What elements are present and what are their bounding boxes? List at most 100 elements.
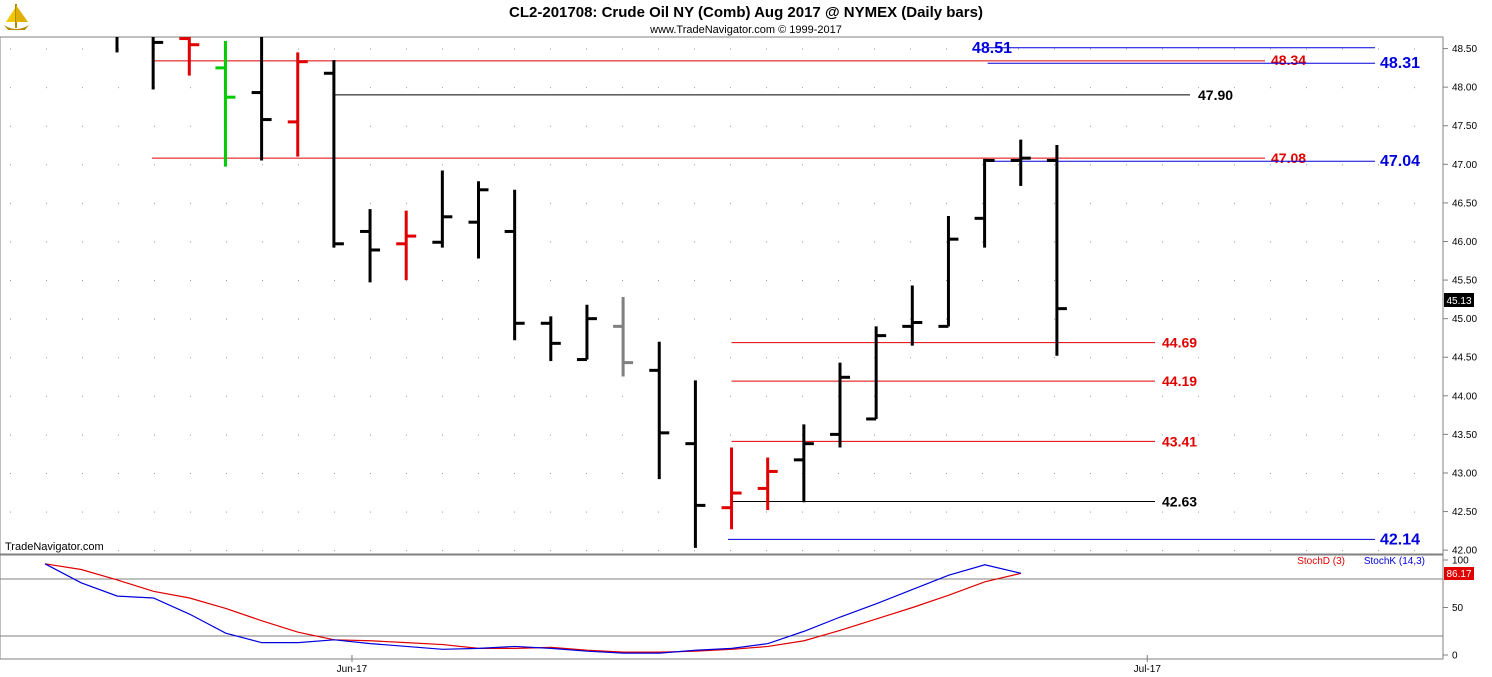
grid-dot	[190, 395, 191, 397]
grid-dot	[10, 472, 11, 474]
grid-dot	[694, 357, 695, 359]
grid-dot	[442, 550, 443, 552]
grid-dot	[1090, 87, 1091, 89]
grid-dot	[478, 357, 479, 359]
grid-dot	[1378, 202, 1379, 204]
y-tick-label: 45.00	[1452, 314, 1477, 325]
sailing-ship-icon	[2, 2, 30, 34]
grid-dot	[154, 472, 155, 474]
grid-dot	[586, 472, 587, 474]
grid-dot	[46, 202, 47, 204]
grid-dot	[874, 434, 875, 436]
grid-dot	[1054, 48, 1055, 50]
grid-dot	[802, 395, 803, 397]
grid-dot	[1234, 550, 1235, 552]
grid-dot	[1162, 87, 1163, 89]
grid-dot	[1342, 318, 1343, 320]
grid-dot	[190, 511, 191, 513]
grid-dot	[730, 241, 731, 243]
grid-dot	[550, 241, 551, 243]
grid-dot	[10, 87, 11, 89]
grid-dot	[802, 550, 803, 552]
stoch-tick-label: 0	[1452, 651, 1458, 662]
grid-dot	[802, 511, 803, 513]
grid-dot	[586, 125, 587, 127]
grid-dot	[1054, 125, 1055, 127]
y-tick-label: 46.50	[1452, 198, 1477, 209]
grid-dot	[82, 164, 83, 166]
grid-dot	[1162, 395, 1163, 397]
grid-dot	[1198, 241, 1199, 243]
grid-dot	[694, 87, 695, 89]
last-price-label: 45.13	[1446, 296, 1471, 307]
grid-dot	[406, 125, 407, 127]
y-tick-label: 47.00	[1452, 160, 1477, 171]
grid-dot	[1090, 434, 1091, 436]
grid-dot	[46, 550, 47, 552]
x-tick-label: Jul-17	[1134, 664, 1162, 675]
grid-dot	[838, 125, 839, 127]
watermark: TradeNavigator.com	[5, 541, 104, 553]
grid-dot	[1270, 125, 1271, 127]
grid-dot	[838, 550, 839, 552]
grid-dot	[370, 472, 371, 474]
grid-dot	[982, 164, 983, 166]
grid-dot	[334, 550, 335, 552]
grid-dot	[370, 48, 371, 50]
legend-stochk: StochK (14,3)	[1364, 556, 1425, 567]
y-tick-label: 42.00	[1452, 546, 1477, 557]
grid-dot	[46, 48, 47, 50]
grid-dot	[334, 357, 335, 359]
level-label: 47.90	[1198, 87, 1233, 103]
grid-dot	[1126, 357, 1127, 359]
grid-dot	[1234, 125, 1235, 127]
grid-dot	[334, 472, 335, 474]
grid-dot	[1378, 472, 1379, 474]
grid-dot	[586, 48, 587, 50]
grid-dot	[262, 280, 263, 282]
y-tick-label: 48.50	[1452, 44, 1477, 55]
grid-dot	[1162, 48, 1163, 50]
grid-dot	[1342, 434, 1343, 436]
grid-dot	[658, 318, 659, 320]
grid-dot	[10, 125, 11, 127]
grid-dot	[1198, 164, 1199, 166]
grid-dot	[874, 164, 875, 166]
grid-dot	[874, 357, 875, 359]
grid-dot	[946, 241, 947, 243]
grid-dot	[802, 125, 803, 127]
grid-dot	[478, 472, 479, 474]
grid-dot	[1234, 357, 1235, 359]
grid-dot	[838, 511, 839, 513]
grid-dot	[1414, 550, 1415, 552]
grid-dot	[838, 48, 839, 50]
grid-dot	[982, 318, 983, 320]
grid-dot	[1126, 280, 1127, 282]
grid-dot	[1270, 357, 1271, 359]
grid-dot	[658, 511, 659, 513]
grid-dot	[442, 395, 443, 397]
grid-dot	[1234, 395, 1235, 397]
grid-dot	[298, 241, 299, 243]
grid-dot	[1018, 472, 1019, 474]
grid-dot	[262, 472, 263, 474]
grid-dot	[478, 125, 479, 127]
grid-dot	[1270, 87, 1271, 89]
grid-dot	[730, 357, 731, 359]
grid-dot	[1414, 280, 1415, 282]
stoch-lines	[44, 563, 1022, 654]
level-label: 47.04	[1380, 153, 1420, 170]
grid-dot	[1270, 48, 1271, 50]
grid-dot	[1234, 318, 1235, 320]
grid-dot	[802, 318, 803, 320]
grid-dot	[1054, 241, 1055, 243]
grid-dot	[1270, 164, 1271, 166]
y-tick-label: 42.50	[1452, 507, 1477, 518]
grid-dot	[1234, 241, 1235, 243]
grid-dot	[982, 125, 983, 127]
grid-dot	[1342, 357, 1343, 359]
grid-dot	[1198, 87, 1199, 89]
grid-dot	[514, 164, 515, 166]
grid-dot	[82, 550, 83, 552]
grid-dot	[1198, 318, 1199, 320]
